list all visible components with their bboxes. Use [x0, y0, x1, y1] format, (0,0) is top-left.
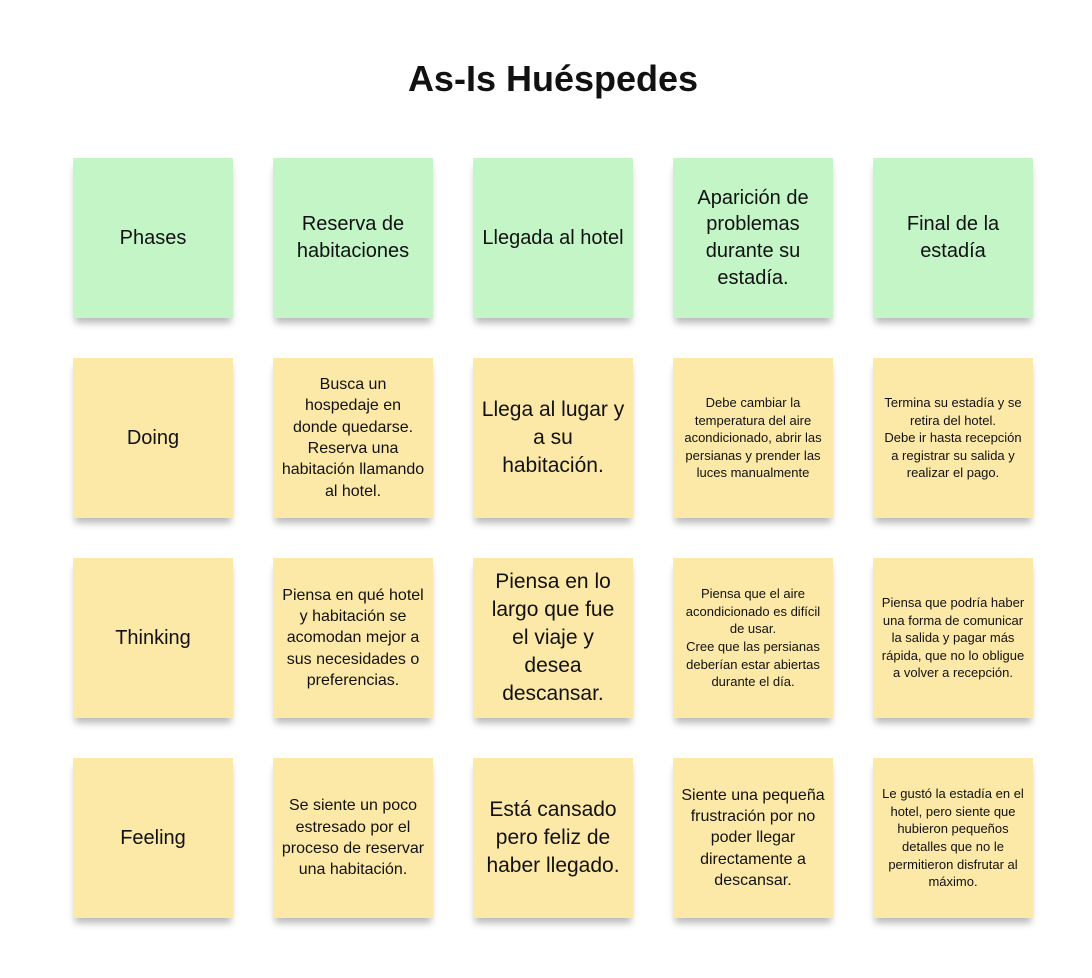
- phase-note-1[interactable]: Reserva de habitaciones: [273, 158, 433, 318]
- phase-note-4[interactable]: Final de la estadía: [873, 158, 1033, 318]
- row-label-thinking[interactable]: Thinking: [73, 558, 233, 718]
- board-title: As-Is Huéspedes: [407, 58, 699, 99]
- feeling-note-4[interactable]: Le gustó la estadía en el hotel, pero si…: [873, 758, 1033, 918]
- feeling-note-2[interactable]: Está cansado pero feliz de haber llegado…: [473, 758, 633, 918]
- row-label-phases[interactable]: Phases: [73, 158, 233, 318]
- thinking-note-3[interactable]: Piensa que el aire acondicionado es difí…: [673, 558, 833, 718]
- thinking-note-1[interactable]: Piensa en qué hotel y habitación se acom…: [273, 558, 433, 718]
- feeling-note-3[interactable]: Siente una pequeña frustración por no po…: [673, 758, 833, 918]
- doing-note-3[interactable]: Debe cambiar la temperatura del aire aco…: [673, 358, 833, 518]
- row-label-feeling[interactable]: Feeling: [73, 758, 233, 918]
- thinking-note-2[interactable]: Piensa en lo largo que fue el viaje y de…: [473, 558, 633, 718]
- phase-note-3[interactable]: Aparición de problemas durante su estadí…: [673, 158, 833, 318]
- phase-note-2[interactable]: Llegada al hotel: [473, 158, 633, 318]
- feeling-note-1[interactable]: Se siente un poco estresado por el proce…: [273, 758, 433, 918]
- doing-note-4[interactable]: Termina su estadía y se retira del hotel…: [873, 358, 1033, 518]
- doing-note-2[interactable]: Llega al lugar y a su habitación.: [473, 358, 633, 518]
- doing-note-1[interactable]: Busca un hospedaje en donde quedarse. Re…: [273, 358, 433, 518]
- thinking-note-4[interactable]: Piensa que podría haber una forma de com…: [873, 558, 1033, 718]
- row-label-doing[interactable]: Doing: [73, 358, 233, 518]
